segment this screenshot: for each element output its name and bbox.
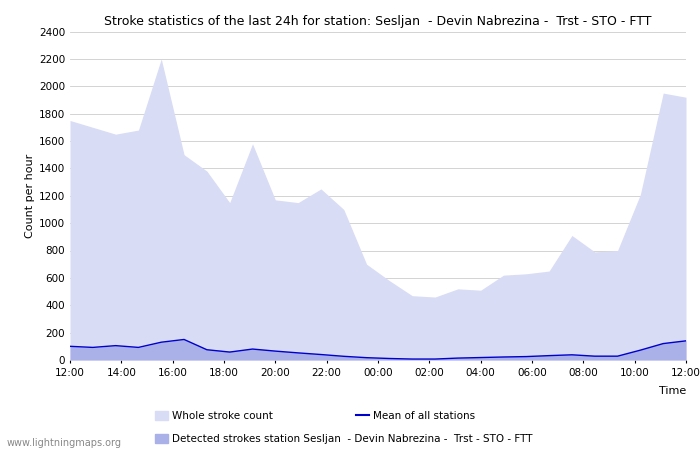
Title: Stroke statistics of the last 24h for station: Sesljan  - Devin Nabrezina -  Trs: Stroke statistics of the last 24h for st… — [104, 14, 652, 27]
Legend: Detected strokes station Sesljan  - Devin Nabrezina -  Trst - STO - FTT: Detected strokes station Sesljan - Devin… — [155, 434, 533, 444]
Text: Time: Time — [659, 386, 686, 396]
Y-axis label: Count per hour: Count per hour — [25, 153, 35, 238]
Text: www.lightningmaps.org: www.lightningmaps.org — [7, 438, 122, 448]
